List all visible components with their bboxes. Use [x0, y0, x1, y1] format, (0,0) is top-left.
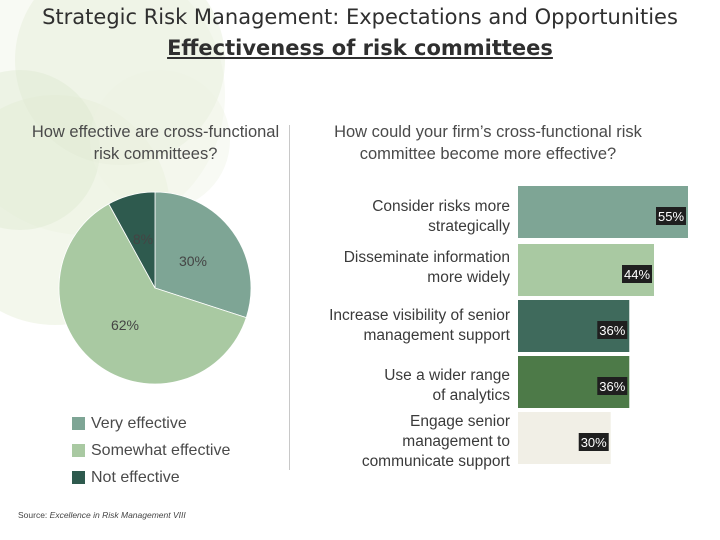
- pie-chart: 30% 62% 8%: [58, 191, 252, 385]
- bar-value-label: 36%: [599, 379, 625, 394]
- pie-slice-very-effective: [154, 191, 252, 319]
- pie-value-label: 30%: [179, 253, 207, 269]
- source-name: Excellence in Risk Management VIII: [49, 510, 186, 520]
- legend-swatch: [72, 444, 85, 457]
- bar-category-label: Consider risks more strategically: [290, 197, 510, 237]
- legend-item-very-effective: Very effective: [72, 410, 230, 437]
- pie-question: How effective are cross-functional risk …: [31, 123, 280, 163]
- bar-category-line: Use a wider range: [384, 367, 510, 384]
- bar-value-label: 36%: [599, 323, 625, 338]
- bar-category-line: strategically: [428, 218, 510, 235]
- bar-category-line: Consider risks more: [372, 198, 510, 215]
- bar-value-label: 44%: [624, 267, 650, 282]
- bar-category-line: management to: [402, 433, 510, 450]
- source-note: Source: Excellence in Risk Management VI…: [18, 510, 186, 520]
- bar-category-line: more widely: [427, 269, 510, 286]
- bar-category-line: communicate support: [361, 453, 510, 470]
- pie-slice-somewhat-effective: [58, 203, 247, 385]
- pie-slice-not-effective: [108, 191, 156, 289]
- slide-title: Strategic Risk Management: Expectations …: [40, 2, 680, 64]
- bar-value-label: 30%: [581, 435, 607, 450]
- legend-item-somewhat-effective: Somewhat effective: [72, 437, 230, 464]
- legend-label: Not effective: [91, 468, 180, 486]
- bar-value-box: [656, 207, 686, 225]
- bar-value-box: [597, 321, 628, 339]
- source-prefix: Source:: [18, 510, 50, 520]
- bar-value-label: 55%: [658, 209, 684, 224]
- bar-value-box: [597, 377, 628, 395]
- pie-value-label: 8%: [133, 231, 153, 247]
- column-divider: [289, 125, 290, 470]
- legend-label: Somewhat effective: [91, 441, 231, 459]
- bar-category-line: Increase visibility of senior: [329, 307, 510, 324]
- pie-legend: Very effective Somewhat effective Not ef…: [72, 410, 230, 491]
- bar-category-line: of analytics: [432, 387, 510, 404]
- legend-swatch: [72, 417, 85, 430]
- bar-category-label: Use a wider range of analytics: [290, 366, 510, 406]
- title-main: Strategic Risk Management: Expectations …: [42, 5, 678, 29]
- legend-label: Very effective: [91, 414, 187, 432]
- bar-category-line: Disseminate information: [343, 249, 510, 266]
- bar-category-label: Disseminate information more widely: [290, 248, 510, 288]
- legend-swatch: [72, 471, 85, 484]
- title-subtitle: Effectiveness of risk committees: [167, 36, 553, 60]
- bar-value-box: [622, 265, 652, 283]
- bar-value-box: [578, 433, 609, 451]
- bar-category-label: Engage senior management to communicate su…: [290, 412, 510, 472]
- legend-item-not-effective: Not effective: [72, 464, 230, 491]
- bar-category-label: Increase visibility of senior management …: [290, 306, 510, 346]
- bar-category-line: Engage senior: [410, 413, 510, 430]
- bar-question: How could your firm’s cross-functional r…: [334, 123, 642, 163]
- pie-value-label: 62%: [111, 317, 139, 333]
- bar-category-line: management support: [363, 327, 510, 344]
